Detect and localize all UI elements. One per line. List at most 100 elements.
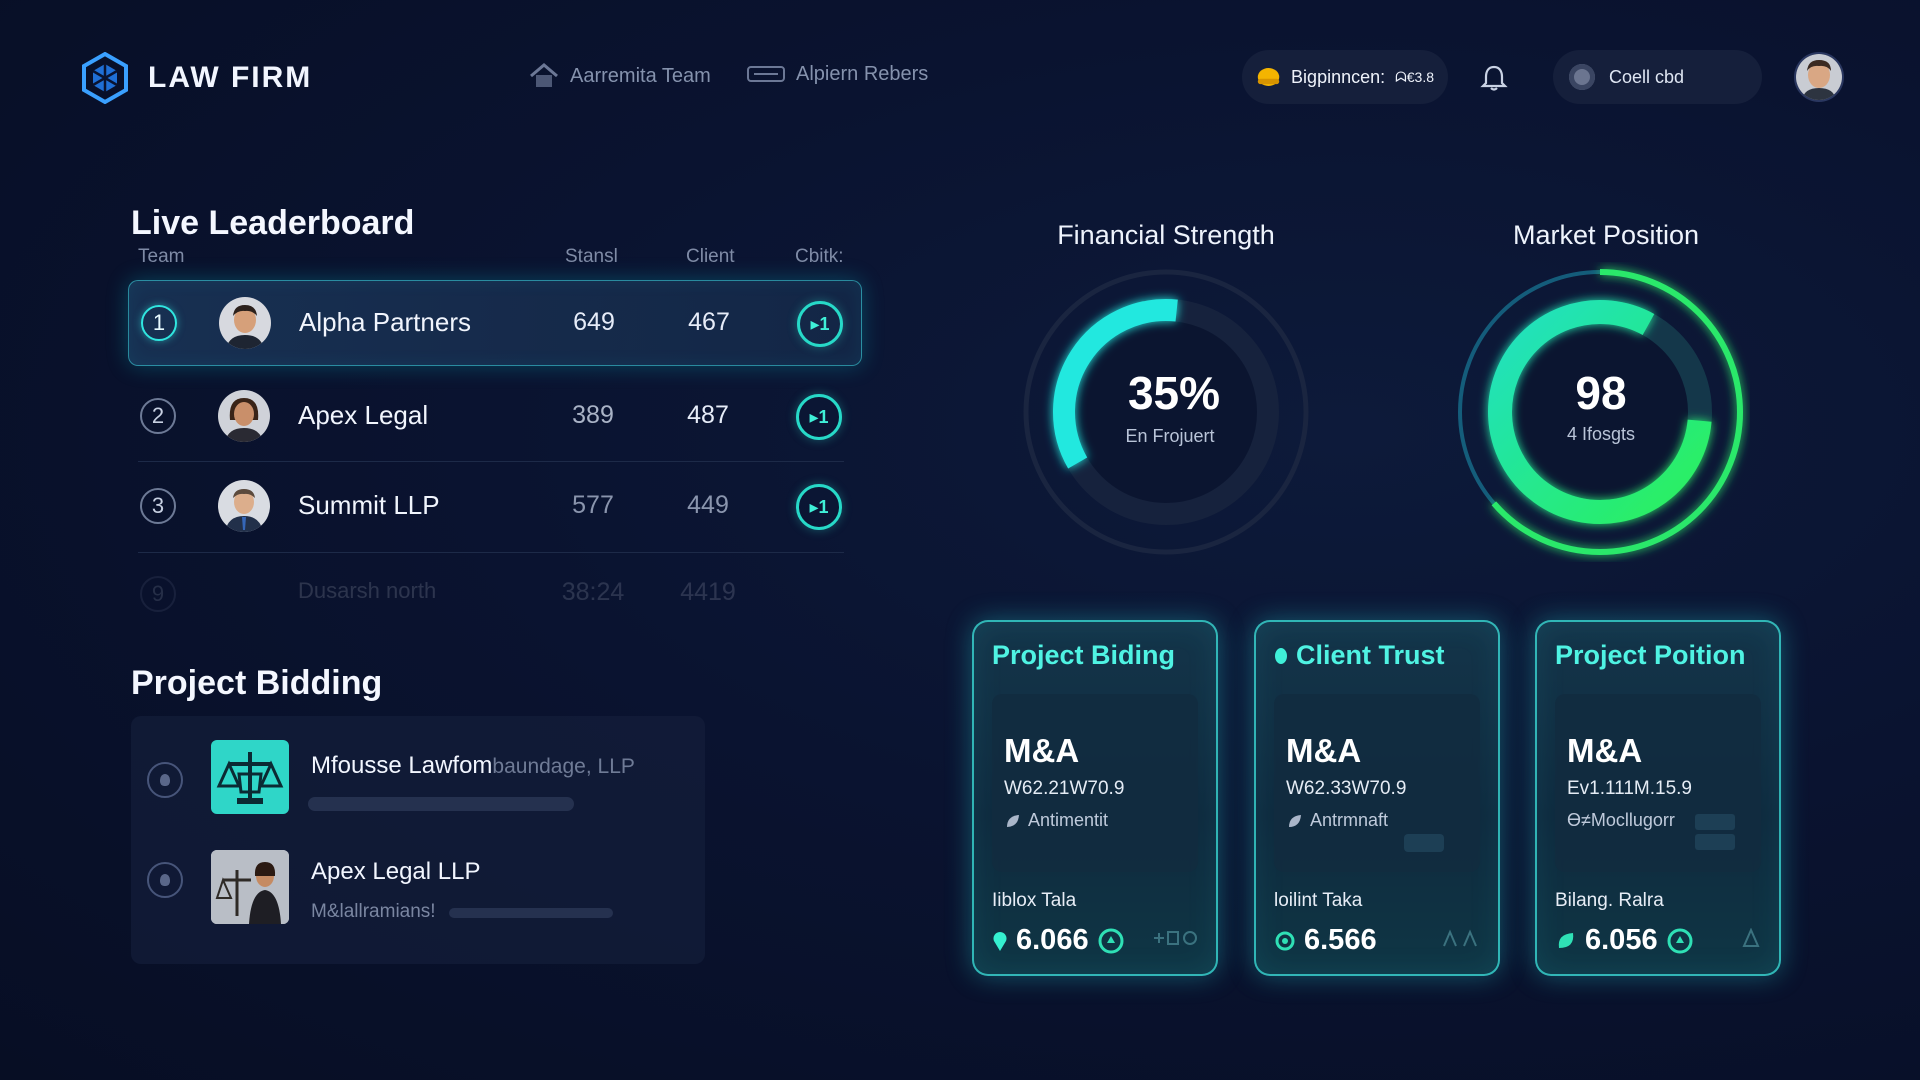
card-title: Project Poition	[1555, 640, 1746, 670]
rank-number: 9	[140, 576, 176, 612]
card-icon	[747, 66, 785, 82]
card-category: M&A	[1004, 732, 1080, 769]
card-inner: M&A W62.33W70.9 Antrmnaft	[1274, 694, 1480, 872]
card-category: M&A	[1286, 732, 1362, 769]
market-label: 4 Ifosgts	[1566, 424, 1636, 444]
nav-team[interactable]: Aarremita Team	[528, 62, 711, 90]
team-name: Alpha Partners	[299, 307, 471, 337]
status-badge[interactable]: ▸1	[796, 484, 842, 530]
card-tag: Antrmnaft	[1286, 810, 1388, 831]
hexagon-logo-icon	[82, 52, 128, 104]
decor-icons	[1741, 928, 1761, 950]
team-name: Summit LLP	[298, 490, 440, 520]
metric-card-project-poition[interactable]: Project Poition M&A Ev1.111M.15.9 Ɵ≠Mocl…	[1535, 620, 1781, 976]
card-chip	[1695, 814, 1735, 830]
decor-icons	[1440, 928, 1480, 948]
avatar	[218, 390, 270, 442]
bidding-title: Project Bidding	[131, 664, 383, 702]
shield-dot-icon	[1275, 647, 1287, 664]
status-value: ᗣ€3.8	[1395, 68, 1434, 85]
card-inner: M&A Ev1.111M.15.9 Ɵ≠Mocllugorr	[1555, 694, 1761, 872]
card-tag: Ɵ≠Mocllugorr	[1567, 810, 1675, 830]
status-badge[interactable]: ▸1	[797, 301, 843, 347]
row-divider	[138, 461, 844, 462]
bid-radio[interactable]	[147, 762, 183, 798]
card-value: W62.21W70.9	[1004, 778, 1125, 799]
coin-icon	[1257, 68, 1280, 86]
financial-value: 35%	[1127, 367, 1221, 419]
bid-thumbnail	[211, 850, 289, 924]
metric-card-client-trust[interactable]: Client Trust M&A W62.33W70.9 Antrmnaft l…	[1254, 620, 1500, 976]
card-title: Project Biding	[992, 640, 1176, 670]
status-badge[interactable]: ▸1	[796, 394, 842, 440]
leaderboard-row[interactable]: 2 Apex Legal 389 487 ▸1	[128, 374, 860, 458]
leaderboard-row-faded[interactable]: 9 Dusarsh north 38:24 4419	[128, 566, 860, 626]
avatar	[219, 297, 271, 349]
avatar-image	[1796, 54, 1842, 100]
avatar	[218, 480, 270, 532]
nav-rebers-label: Alpiern Rebers	[796, 62, 929, 85]
card-footer-label: Iiblox Tala	[992, 890, 1077, 911]
bid-item-title[interactable]: Mfousse Lawfombaundage, LLP	[311, 752, 635, 779]
financial-label: En Frojuert	[1125, 426, 1215, 446]
bidding-panel: Mfousse Lawfombaundage, LLP Apex Legal L…	[131, 716, 705, 964]
financial-arc	[1053, 299, 1178, 469]
bid-radio[interactable]	[147, 862, 183, 898]
row-divider	[138, 552, 844, 553]
nav-rebers[interactable]: Alpiern Rebers	[746, 62, 928, 86]
card-title: Client Trust	[1274, 640, 1445, 671]
stand-value: 649	[573, 308, 615, 336]
rank-number: 3	[140, 488, 176, 524]
scales-icon	[211, 740, 289, 814]
brand-logo[interactable]: LAW FIRM	[80, 52, 312, 104]
card-chip	[1404, 834, 1444, 852]
rank-number: 1	[141, 305, 177, 341]
rank-number: 2	[140, 398, 176, 434]
bid-item-sub: M&lallramians!	[311, 901, 436, 922]
card-tag: Antimentit	[1004, 810, 1108, 831]
search-pill-label: Coell cbd	[1609, 66, 1685, 87]
bid-progress	[308, 797, 574, 811]
stand-value: 389	[572, 401, 614, 429]
toggle-icon[interactable]	[1569, 64, 1595, 90]
status-pill[interactable]: Bigpinncen: ᗣ€3.8	[1242, 50, 1448, 104]
metric-card-project-biding[interactable]: Project Biding M&A W62.21W70.9 Antimenti…	[972, 620, 1218, 976]
leaf-badge-icon	[1558, 932, 1574, 948]
nav-team-label: Aarremita Team	[570, 64, 711, 87]
team-name: Apex Legal	[298, 400, 429, 430]
card-chip	[1695, 834, 1735, 850]
col-client[interactable]: Client	[686, 246, 735, 267]
decor-icons	[1150, 928, 1198, 948]
pin-icon	[993, 931, 1007, 951]
leaf-icon	[1289, 814, 1301, 827]
col-check[interactable]: Cbitk:	[795, 246, 844, 267]
card-score: 6.566	[1274, 924, 1377, 957]
leaderboard-row[interactable]: 1 Alpha Partners 649 467 ▸1	[128, 280, 862, 366]
coin-circle-icon	[1098, 928, 1124, 953]
bid-item-title[interactable]: Apex Legal LLP	[311, 858, 481, 885]
card-value: Ev1.111M.15.9	[1567, 778, 1692, 799]
house-icon	[530, 63, 558, 87]
market-title: Market Position	[1512, 220, 1700, 250]
card-value: W62.33W70.9	[1286, 778, 1407, 799]
refresh-circle-icon	[1275, 931, 1295, 950]
client-value: 467	[688, 308, 730, 336]
user-avatar[interactable]	[1794, 52, 1844, 102]
bell-icon[interactable]	[1478, 62, 1510, 94]
brand-name: LAW FIRM	[148, 61, 313, 94]
market-gauge[interactable]	[1450, 262, 1750, 562]
market-value: 98	[1575, 367, 1627, 419]
card-score: 6.066	[992, 924, 1125, 957]
team-name: Dusarsh north	[298, 578, 437, 603]
client-value: 4419	[680, 578, 736, 606]
coin-circle-icon	[1667, 928, 1693, 953]
bid-progress	[449, 908, 613, 918]
card-category: M&A	[1567, 732, 1643, 769]
leaderboard-row[interactable]: 3 Summit LLP 577 449 ▸1	[128, 464, 860, 548]
search-pill[interactable]: Coell cbd	[1553, 50, 1762, 104]
client-value: 449	[687, 491, 729, 519]
client-value: 487	[687, 401, 729, 429]
col-stand[interactable]: Stansl	[565, 246, 618, 267]
financial-gauge[interactable]	[1016, 262, 1316, 562]
card-inner: M&A W62.21W70.9 Antimentit	[992, 694, 1198, 872]
